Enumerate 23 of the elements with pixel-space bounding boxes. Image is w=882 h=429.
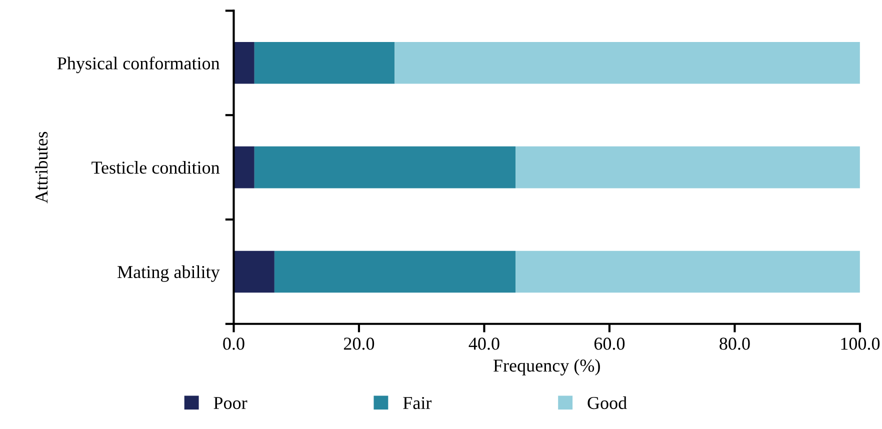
bar: [254, 146, 516, 188]
x-tick-label: 0.0: [223, 338, 244, 350]
x-tick-label: 60.0: [594, 338, 625, 350]
x-tick-label: 100.0: [841, 338, 880, 350]
bar: [234, 42, 254, 84]
x-axis-title: Frequency (%): [493, 359, 600, 376]
x-tick-label: 40.0: [468, 338, 500, 350]
bar: [394, 42, 860, 84]
y-tick-label: Mating ability: [118, 265, 220, 282]
bar: [234, 146, 254, 188]
y-tick-label: Testicle condition: [92, 161, 220, 174]
y-axis-title: Attributes: [34, 132, 48, 204]
y-tick-label: Physical conformation: [57, 56, 220, 74]
bar: [516, 146, 860, 188]
legend-label: Fair: [403, 396, 432, 410]
bar: [274, 250, 516, 293]
bar: [234, 250, 274, 293]
x-tick-label: 20.0: [344, 338, 374, 350]
bar: [254, 42, 395, 84]
bar: [516, 250, 860, 293]
legend-label: Poor: [214, 397, 248, 410]
x-tick-label: 80.0: [720, 338, 750, 350]
legend-label: Good: [588, 396, 627, 410]
